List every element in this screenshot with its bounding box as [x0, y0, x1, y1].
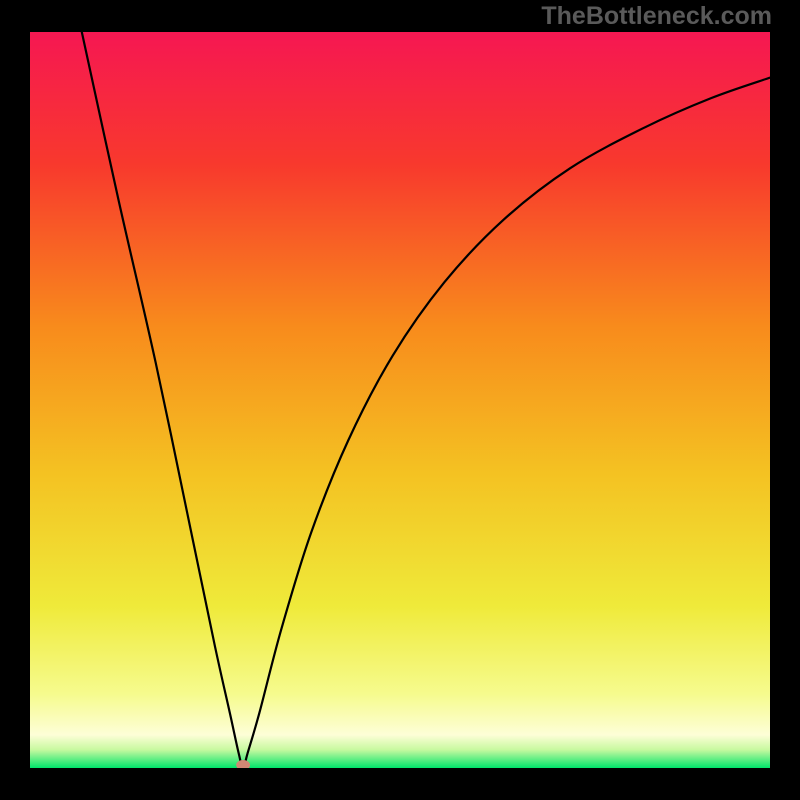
bottleneck-plot: [30, 32, 770, 768]
gradient-background: [30, 32, 770, 768]
watermark-text: TheBottleneck.com: [541, 2, 772, 31]
chart-container: TheBottleneck.com: [0, 0, 800, 800]
